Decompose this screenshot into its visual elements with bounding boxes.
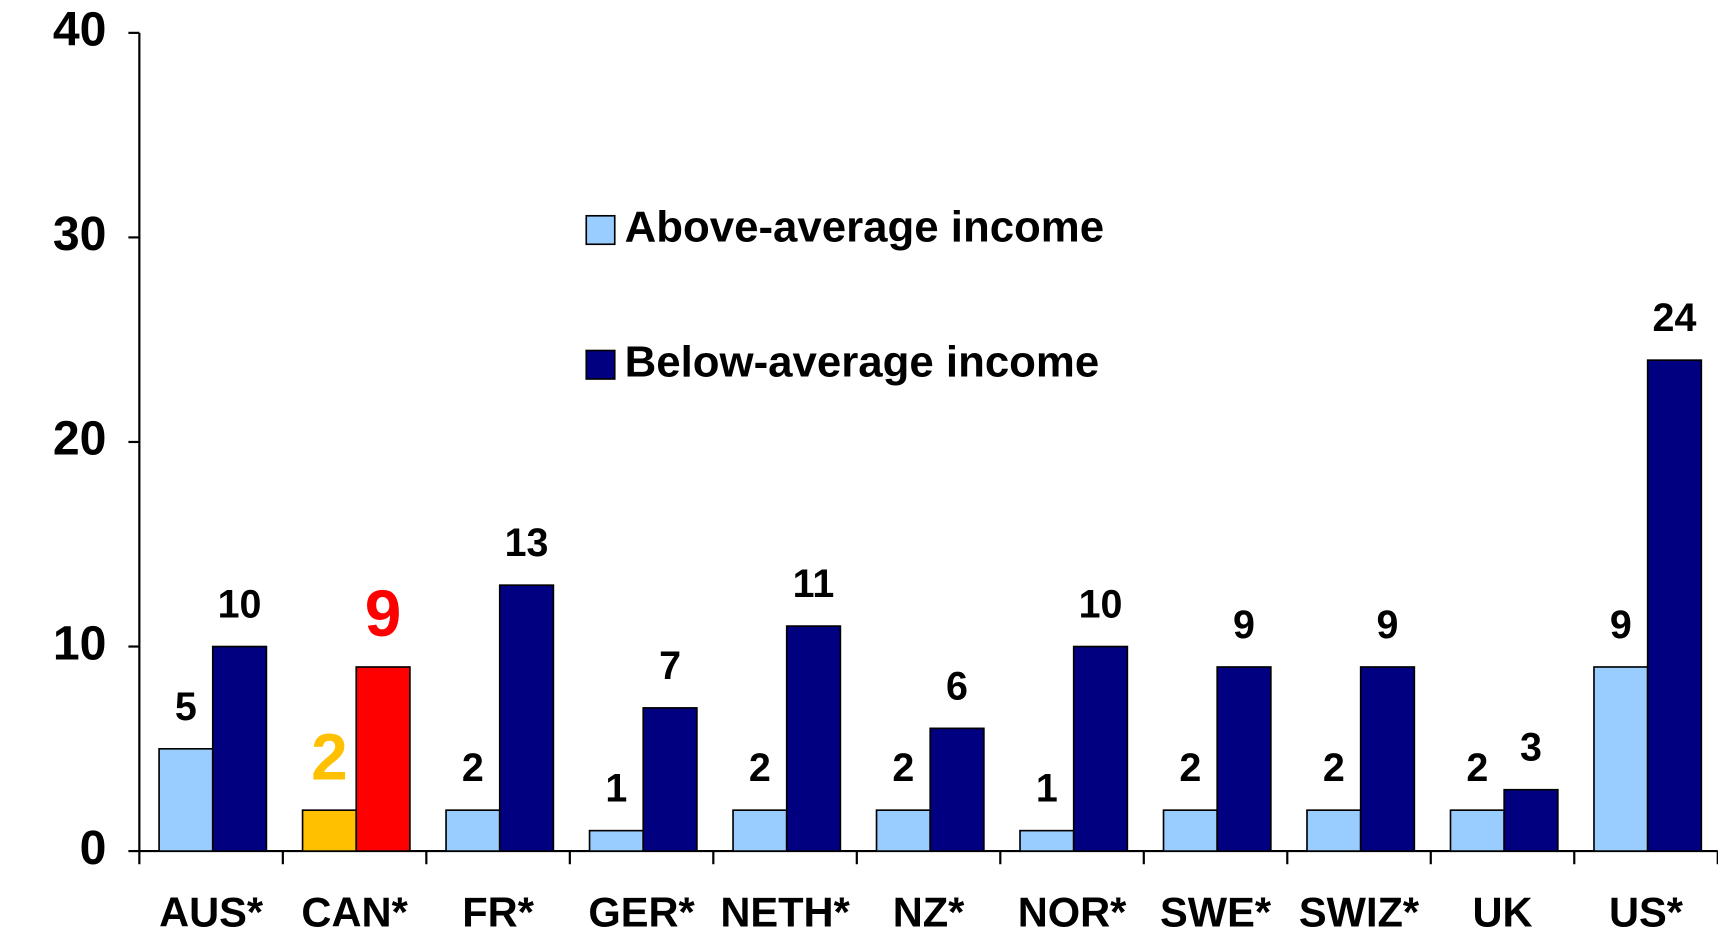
- value-label: 13: [505, 521, 549, 565]
- bar: [588, 829, 645, 852]
- x-tick-label: FR*: [462, 889, 534, 936]
- bar: [1072, 645, 1129, 852]
- bar: [929, 727, 985, 852]
- bar: [1162, 809, 1219, 852]
- x-tick-label: NOR*: [1018, 889, 1127, 936]
- value-label: 2: [311, 720, 348, 793]
- bar: [1306, 809, 1362, 852]
- x-tick-label: CAN*: [301, 889, 408, 936]
- bar: [158, 747, 214, 852]
- bar: [1593, 666, 1649, 852]
- x-tick-label: NETH*: [720, 889, 850, 936]
- value-label: 9: [365, 577, 402, 650]
- x-tick-label: AUS*: [159, 889, 264, 936]
- bar: [1449, 809, 1505, 852]
- x-tick-label: UK: [1472, 889, 1532, 936]
- bar: [642, 707, 698, 852]
- value-label: 5: [175, 685, 197, 729]
- value-label: 10: [218, 583, 262, 627]
- bar: [1216, 666, 1272, 852]
- bar: [1646, 359, 1703, 852]
- bar: [445, 809, 501, 852]
- bar: [875, 809, 932, 852]
- bar: [732, 809, 788, 852]
- value-label: 2: [749, 746, 771, 790]
- bar: [498, 584, 555, 852]
- value-label: 7: [659, 644, 681, 688]
- y-tick-label: 0: [80, 821, 107, 875]
- bar: [1019, 829, 1075, 852]
- value-label: 9: [1233, 603, 1255, 647]
- value-label: 2: [1466, 746, 1488, 790]
- value-label: 11: [793, 562, 835, 606]
- value-label: 9: [1610, 603, 1632, 647]
- bar: [301, 809, 358, 852]
- value-label: 10: [1079, 583, 1123, 627]
- value-label: 24: [1653, 296, 1697, 340]
- bar: [355, 666, 411, 852]
- value-label: 2: [1179, 746, 1201, 790]
- y-tick-label: 10: [53, 616, 107, 670]
- x-tick-label: US*: [1609, 889, 1684, 936]
- x-tick-label: NZ*: [893, 889, 965, 936]
- bar: [785, 625, 842, 852]
- y-tick-label: 20: [53, 412, 107, 466]
- y-tick-label: 30: [53, 207, 107, 261]
- legend-swatch: [585, 349, 616, 380]
- value-label: 9: [1377, 603, 1399, 647]
- value-label: 1: [1036, 767, 1058, 811]
- x-tick-label: SWIZ*: [1299, 889, 1420, 936]
- legend-swatch: [585, 214, 616, 246]
- value-label: 6: [946, 664, 968, 708]
- value-label: 3: [1520, 726, 1542, 770]
- y-tick-label: 40: [53, 3, 107, 57]
- value-label: 2: [892, 746, 914, 790]
- x-tick-label: GER*: [588, 889, 695, 936]
- legend-label: Below-average income: [625, 337, 1100, 386]
- value-label: 2: [1323, 746, 1345, 790]
- bar: [1359, 666, 1416, 852]
- bar: [1503, 788, 1559, 852]
- bar: [211, 645, 268, 852]
- value-label: 2: [462, 746, 484, 790]
- x-tick-label: SWE*: [1160, 889, 1272, 936]
- legend-label: Above-average income: [625, 203, 1105, 252]
- value-label: 1: [605, 767, 627, 811]
